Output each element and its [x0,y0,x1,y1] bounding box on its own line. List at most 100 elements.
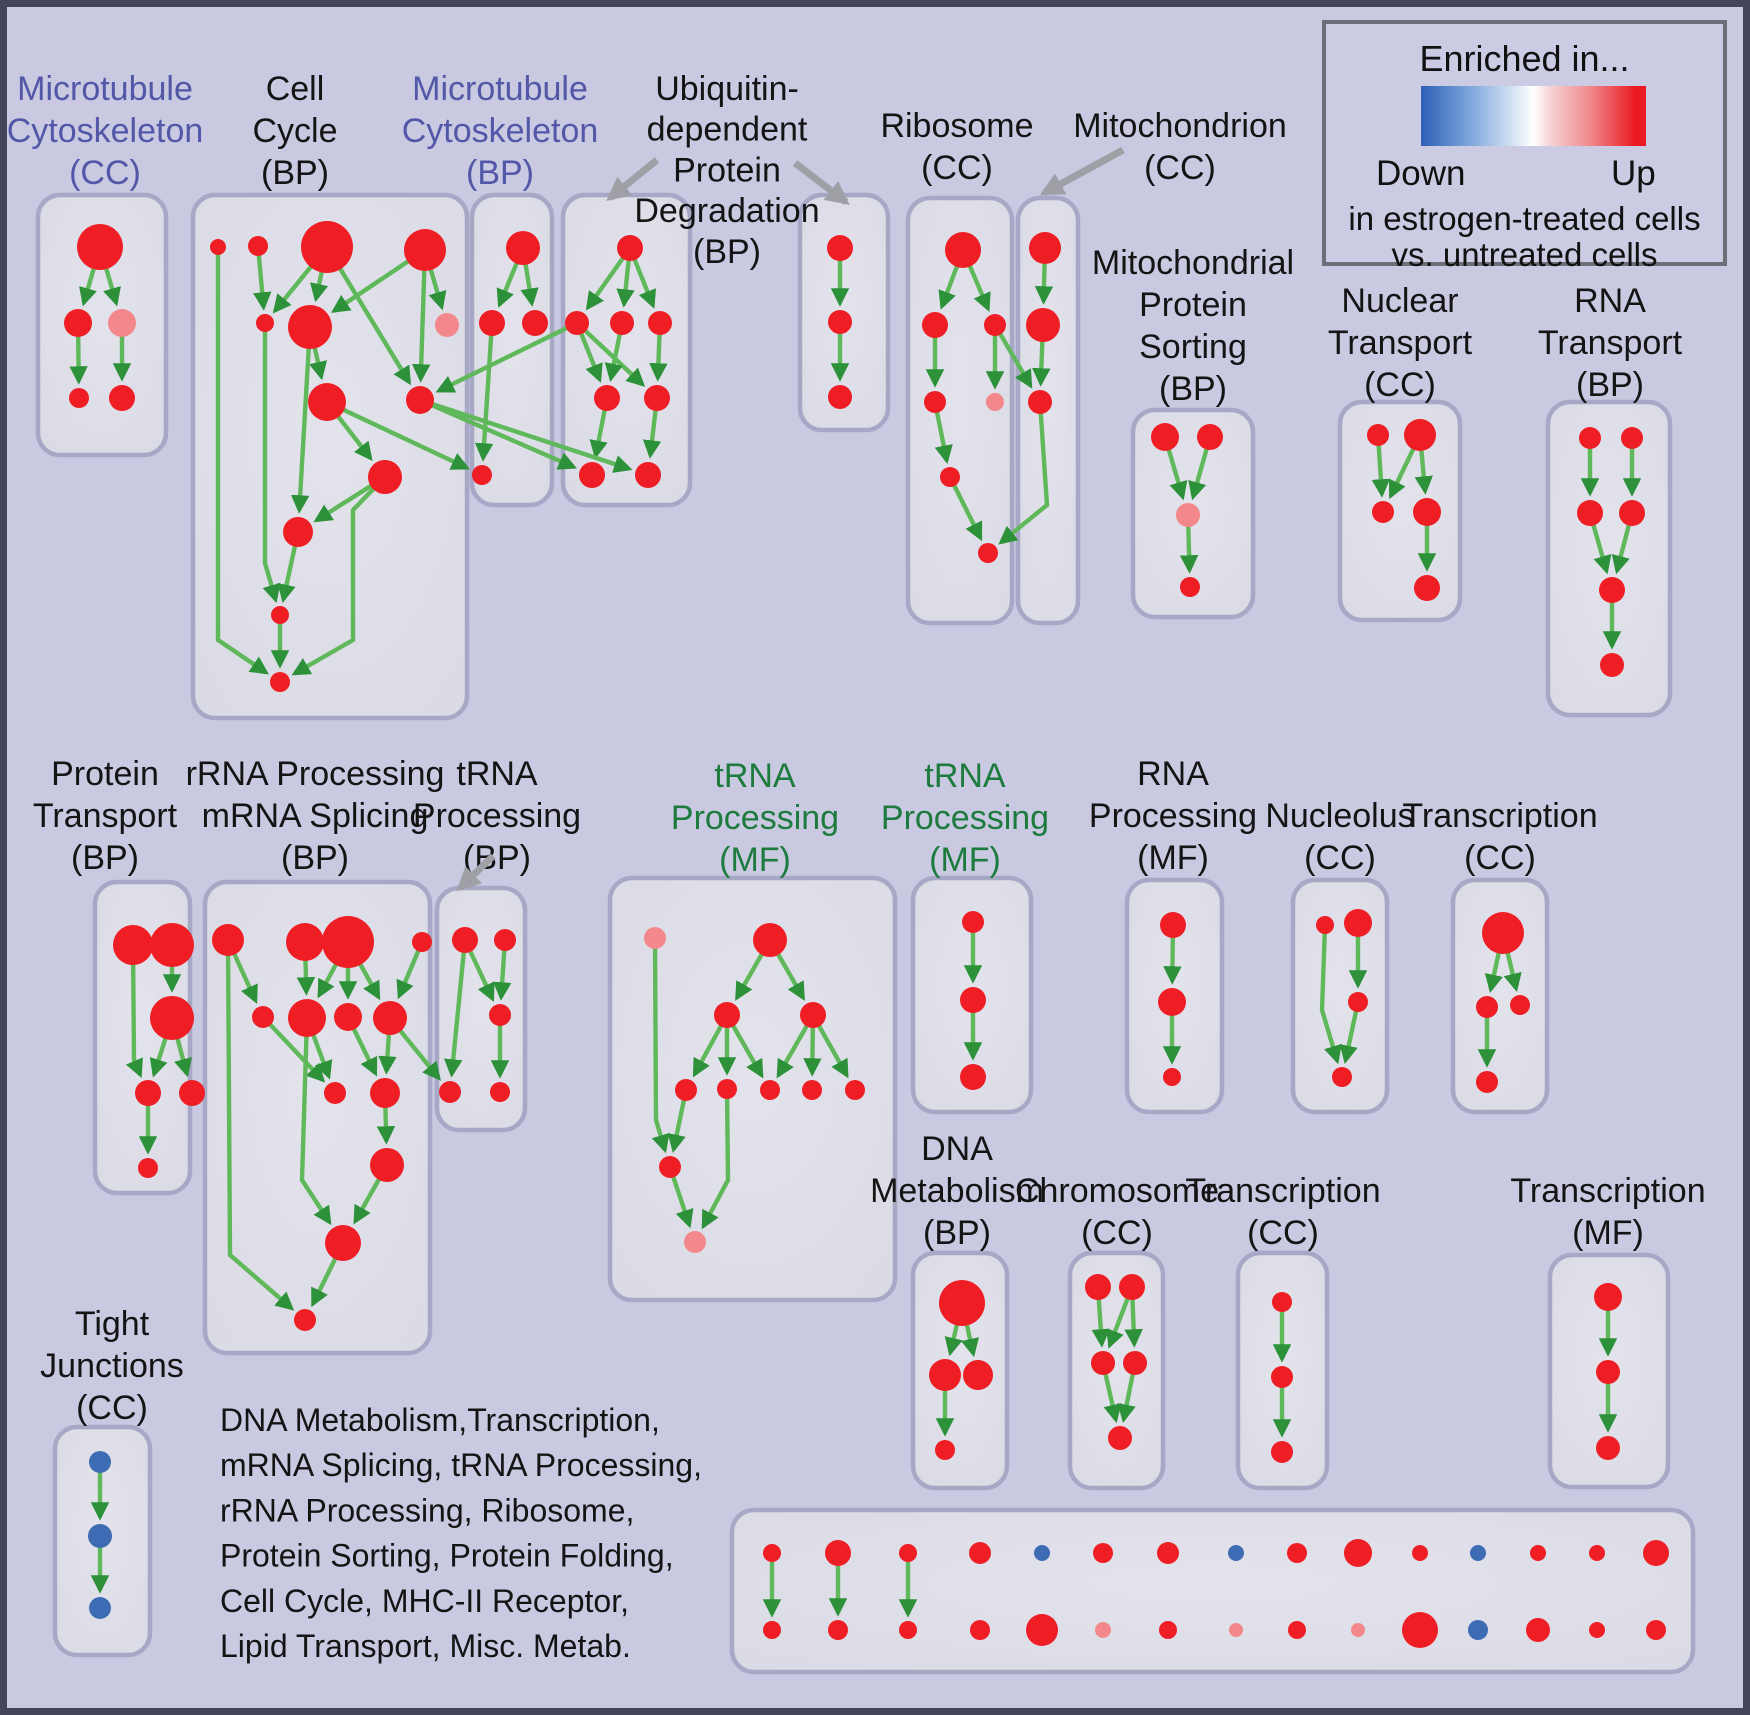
node [179,1080,205,1106]
node [1530,1545,1546,1561]
node [324,1082,346,1104]
label-rrna-processing-mrna-splicing-bp: mRNA Splicing [202,797,429,835]
node [1579,427,1601,449]
edge-arrow [435,321,578,393]
node [256,314,274,332]
node [675,1079,697,1101]
legend-up-label: Up [1611,154,1656,193]
node [404,229,446,271]
label-mitochondrial-protein-sorting-bp: Mitochondrial [1092,244,1294,282]
node [1404,419,1436,451]
node [828,1620,848,1640]
node [714,1002,740,1028]
node [960,1064,986,1090]
label-rna-transport-bp: Transport [1538,324,1683,362]
node [373,1001,407,1035]
node [962,911,984,933]
node [929,1359,961,1391]
node [69,388,89,408]
cluster-box-transcription-cc-upper [1450,877,1550,1115]
edge-arrow [291,475,387,676]
node [113,925,153,965]
node [802,1080,822,1100]
node [1413,498,1441,526]
node [1344,1539,1372,1567]
node [1272,1292,1292,1312]
label-mitochondrial-protein-sorting-bp: Protein [1139,286,1247,324]
node [945,232,981,268]
node [963,1360,993,1390]
annotation-arrow [792,160,850,205]
label-nuclear-transport-cc: Transport [1328,324,1473,362]
node [1123,1351,1147,1375]
node [565,311,589,335]
node [1180,577,1200,597]
legend-down-label: Down [1376,154,1466,193]
edge-arrow [225,939,295,1311]
annotation-arrow [1039,146,1125,197]
node [1589,1545,1605,1561]
cluster-box-nuclear-transport-cc [1337,399,1463,623]
node [271,606,289,624]
node [1414,575,1440,601]
node [1596,1436,1620,1460]
node [659,1156,681,1178]
node [1271,1441,1293,1463]
edge-arrow [261,1015,326,1083]
node [1160,912,1186,938]
node [1367,424,1389,446]
label-rna-transport-bp: RNA [1574,282,1646,320]
label-ubiquitin-label: dependent [647,111,808,149]
node [828,310,852,334]
node [935,1440,955,1460]
node [648,311,672,335]
label-nuclear-transport-cc: Nuclear [1341,282,1458,320]
node [1163,1068,1181,1086]
node [1176,503,1200,527]
edge-arrow [474,322,495,462]
node [1316,916,1334,934]
layer-labels: Microtubule Cytoskeleton (CC) Cell Cycle (BP)… [7,70,1706,1664]
node [644,385,670,411]
edge-arrow [419,397,578,470]
cluster-box-chromosome-cc [1067,1250,1166,1491]
label-chromosome-cc: Chromosome [1015,1172,1219,1210]
node [370,1148,404,1182]
edge-arrow [998,401,1050,545]
node [1026,308,1060,342]
label-ubiquitin-label: (BP) [693,233,761,271]
label-transcription-cc-upper: Transcription [1402,797,1597,835]
edge-arrow [290,326,313,514]
node [1412,1545,1428,1561]
label-chromosome-cc: (CC) [1081,1214,1153,1252]
node [1093,1543,1113,1563]
label-ribosome-cc: (CC) [921,149,993,187]
node [479,310,505,336]
annotation-arrow [456,853,496,892]
node [978,543,998,563]
node [270,672,290,692]
node [322,916,374,968]
label-trna-processing-bp: tRNA [456,755,538,793]
node [960,987,986,1013]
label-nucleolus-cc: (CC) [1304,839,1376,877]
node [294,1309,316,1331]
label-trna-processing-mf-small: (MF) [929,841,1001,879]
node [1619,500,1645,526]
node [1151,423,1179,451]
label-transcription-cc-lower: (CC) [1247,1214,1319,1252]
edge-arrow [575,321,646,387]
label-trna-processing-mf-large: Processing [671,799,839,837]
label-rna-processing-mf: RNA [1137,755,1209,793]
node [325,1225,361,1261]
label-mitochondrion-cc: (CC) [1144,149,1216,187]
node [1468,1620,1488,1640]
node [506,231,540,265]
label-tight-junctions-cc: (CC) [76,1389,148,1427]
edge-arrow [262,323,281,604]
node [1026,1614,1058,1646]
label-rna-processing-mf: (MF) [1137,839,1209,877]
node [308,383,346,421]
node [439,1081,461,1103]
node [1271,1366,1293,1388]
